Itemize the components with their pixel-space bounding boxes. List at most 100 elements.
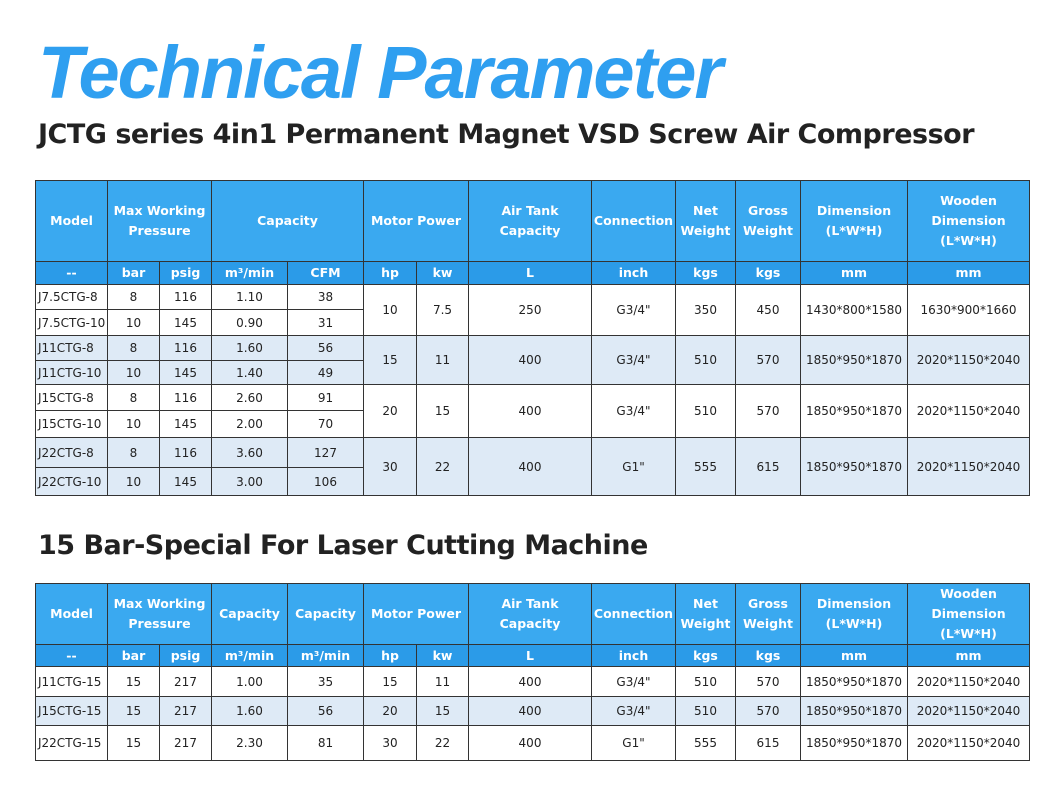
table-cell: 49 xyxy=(287,360,364,385)
shared-cell: 510 xyxy=(675,666,736,697)
series-subtitle: JCTG series 4in1 Permanent Magnet VSD Sc… xyxy=(38,119,975,150)
table-cell: 2.30 xyxy=(211,725,288,761)
shared-cell: 1850*950*1870 xyxy=(800,696,908,726)
column-header: Wooden Dimension (L*W*H) xyxy=(907,583,1030,645)
unit-header: L xyxy=(468,261,592,285)
table-row: J11CTG-15 15 217 1.00 35 15 11 400 G3/4" 510 570 18… xyxy=(35,666,1030,697)
table-cell: 106 xyxy=(287,467,364,496)
shared-cell: 2020*1150*2040 xyxy=(907,437,1030,496)
table-cell: 31 xyxy=(287,309,364,336)
shared-cell: 450 xyxy=(735,284,801,336)
model-cell: J15CTG-8 xyxy=(35,384,108,411)
shared-cell: 510 xyxy=(675,335,736,385)
shared-cell: 400 xyxy=(468,335,592,385)
shared-cell: 11 xyxy=(416,666,469,697)
unit-header: kw xyxy=(416,644,469,667)
column-header: Dimension (L*W*H) xyxy=(800,583,908,645)
unit-header: psig xyxy=(159,261,212,285)
column-header: Net Weight xyxy=(675,583,736,645)
model-cell: J22CTG-8 xyxy=(35,437,108,468)
table-cell: 15 xyxy=(107,666,160,697)
table-row: J11CTG-10 10 145 1.40 49 xyxy=(35,360,1030,385)
shared-cell: 15 xyxy=(363,335,417,385)
table-cell: 1.10 xyxy=(211,284,288,310)
shared-cell: 15 xyxy=(363,666,417,697)
shared-cell: 510 xyxy=(675,696,736,726)
unit-header: hp xyxy=(363,644,417,667)
column-header: Model xyxy=(35,180,108,262)
shared-cell: 30 xyxy=(363,437,417,496)
shared-cell: 400 xyxy=(468,696,592,726)
unit-header: bar xyxy=(107,644,160,667)
table-row: J11CTG-8 8 116 1.60 56 15 11 400 G3/4" 510 570 1850… xyxy=(35,335,1030,385)
shared-cell: G3/4" xyxy=(591,696,676,726)
column-header: Gross Weight xyxy=(735,180,801,262)
table-cell: 116 xyxy=(159,437,212,468)
table-cell: 8 xyxy=(107,437,160,468)
page-title: Technical Parameter xyxy=(38,31,723,114)
model-cell: J11CTG-15 xyxy=(35,666,108,697)
column-header: Net Weight xyxy=(675,180,736,262)
shared-cell: 400 xyxy=(468,725,592,761)
unit-header: kgs xyxy=(675,261,736,285)
unit-header: inch xyxy=(591,261,676,285)
table-cell: 145 xyxy=(159,309,212,336)
table-cell: 217 xyxy=(159,696,212,726)
unit-header: CFM xyxy=(287,261,364,285)
unit-header: m³/min xyxy=(211,644,288,667)
shared-cell: 570 xyxy=(735,696,801,726)
shared-cell: 2020*1150*2040 xyxy=(907,384,1030,438)
shared-cell: 11 xyxy=(416,335,469,385)
shared-cell: 10 xyxy=(363,284,417,336)
table-cell: 8 xyxy=(107,335,160,361)
table-cell: 35 xyxy=(287,666,364,697)
table-cell: 1.60 xyxy=(211,696,288,726)
table-cell: 1.60 xyxy=(211,335,288,361)
shared-cell: G1" xyxy=(591,437,676,496)
shared-cell: 20 xyxy=(363,384,417,438)
unit-header: kgs xyxy=(735,261,801,285)
shared-cell: G3/4" xyxy=(591,335,676,385)
unit-header: mm xyxy=(800,261,908,285)
table-cell: 217 xyxy=(159,666,212,697)
shared-cell: 1850*950*1870 xyxy=(800,384,908,438)
table-cell: 2.60 xyxy=(211,384,288,411)
table-cell: 116 xyxy=(159,335,212,361)
spec-table-main: Model Max Working Pressure Capacity Motor P… xyxy=(35,180,1030,496)
shared-cell: 7.5 xyxy=(416,284,469,336)
unit-header: mm xyxy=(907,644,1030,667)
column-header: Max Working Pressure xyxy=(107,180,212,262)
model-cell: J15CTG-15 xyxy=(35,696,108,726)
shared-cell: 615 xyxy=(735,437,801,496)
column-header: Dimension (L*W*H) xyxy=(800,180,908,262)
shared-cell: 22 xyxy=(416,725,469,761)
column-header: Connection xyxy=(591,180,676,262)
unit-header: m³/min xyxy=(211,261,288,285)
table-cell: 145 xyxy=(159,410,212,438)
table-cell: 10 xyxy=(107,410,160,438)
table-cell: 15 xyxy=(107,696,160,726)
table-row: J22CTG-10 10 145 3.00 106 xyxy=(35,467,1030,496)
model-cell: J7.5CTG-10 xyxy=(35,309,108,336)
shared-cell: 1850*950*1870 xyxy=(800,437,908,496)
model-cell: J15CTG-10 xyxy=(35,410,108,438)
table-cell: 91 xyxy=(287,384,364,411)
table-cell: 8 xyxy=(107,284,160,310)
shared-cell: 400 xyxy=(468,437,592,496)
shared-cell: 400 xyxy=(468,384,592,438)
table-cell: 70 xyxy=(287,410,364,438)
table-cell: 10 xyxy=(107,467,160,496)
shared-cell: 20 xyxy=(363,696,417,726)
shared-cell: 1630*900*1660 xyxy=(907,284,1030,336)
model-cell: J22CTG-10 xyxy=(35,467,108,496)
shared-cell: 30 xyxy=(363,725,417,761)
shared-cell: 2020*1150*2040 xyxy=(907,725,1030,761)
column-header: Wooden Dimension (L*W*H) xyxy=(907,180,1030,262)
model-cell: J22CTG-15 xyxy=(35,725,108,761)
shared-cell: G1" xyxy=(591,725,676,761)
table-cell: 56 xyxy=(287,335,364,361)
model-cell: J7.5CTG-8 xyxy=(35,284,108,310)
table-cell: 127 xyxy=(287,437,364,468)
shared-cell: 570 xyxy=(735,666,801,697)
